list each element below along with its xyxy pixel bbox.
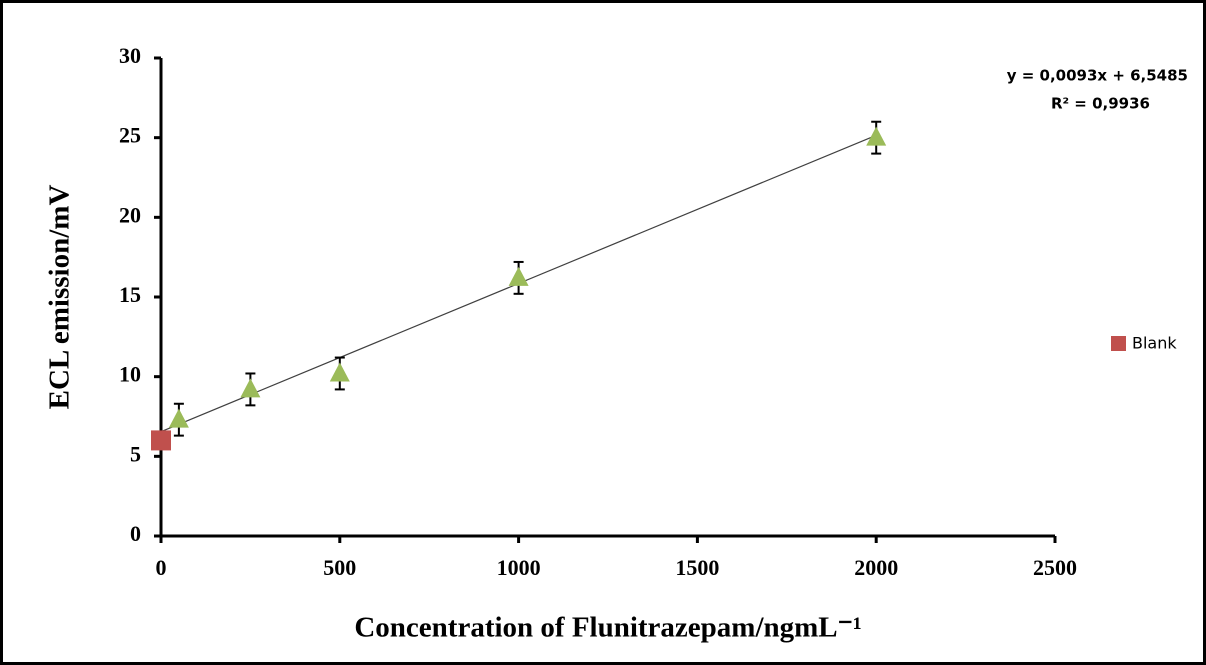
data-point [866,126,887,146]
x-tick-label: 0 [156,555,167,580]
y-tick-label: 15 [119,282,141,307]
x-tick-label: 2000 [854,555,898,580]
y-tick-label: 30 [119,43,141,68]
x-tick-label: 500 [323,555,356,580]
trendline-r-squared: R² = 0,9936 [1051,95,1150,113]
y-tick-label: 5 [130,441,141,466]
data-point [151,430,171,451]
x-tick-label: 1500 [675,555,719,580]
y-tick-label: 20 [119,202,141,227]
x-axis-title: Concentration of Flunitrazepam/ngmL⁻¹ [354,612,861,644]
trendline-equation: y = 0,0093x + 6,5485 [1007,67,1188,85]
y-tick-label: 0 [130,521,141,546]
data-point [168,408,189,428]
x-tick-label: 2500 [1033,555,1077,580]
legend-swatch [1111,336,1126,351]
y-tick-label: 10 [119,362,141,387]
data-point [508,266,529,286]
x-tick-label: 1000 [497,555,541,580]
y-tick-label: 25 [119,123,141,148]
data-point [329,362,350,382]
y-axis-title: ECL emission/mV [44,185,76,410]
data-point [240,378,261,398]
legend-label: Blank [1132,334,1177,353]
